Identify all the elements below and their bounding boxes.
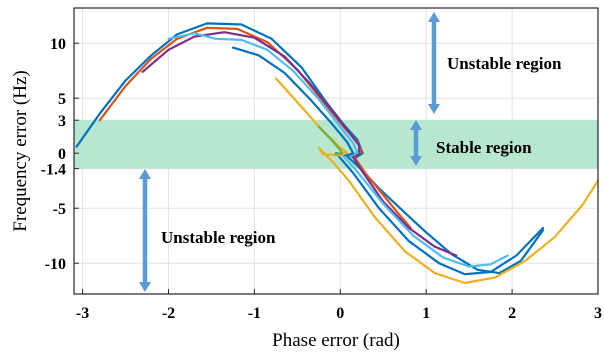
annotation-unstable-bottom: Unstable region xyxy=(161,228,276,247)
y-tick-label: 0 xyxy=(58,146,66,163)
x-tick-label: -1 xyxy=(248,305,261,322)
arrow-stable-head-down xyxy=(410,156,422,166)
series-line-2 xyxy=(98,26,412,230)
x-tick-label: 1 xyxy=(422,305,430,322)
arrow-unstable-top-head-down xyxy=(428,104,440,114)
series-line-3 xyxy=(141,31,458,257)
y-tick-label: -1.4 xyxy=(41,162,66,179)
x-axis-ticks: -3 -2 -1 0 1 2 3 xyxy=(76,289,602,322)
x-tick-label: 0 xyxy=(336,305,344,322)
x-tick-label: -2 xyxy=(162,305,175,322)
y-tick-label: -10 xyxy=(45,256,66,273)
region-arrows xyxy=(139,12,440,292)
series-line-7 xyxy=(317,125,344,156)
arrow-unstable-bottom-head-up xyxy=(139,169,151,179)
y-axis-label: Frequency error (Hz) xyxy=(10,70,31,231)
series-line-6 xyxy=(274,77,600,285)
plot-frame xyxy=(73,7,599,295)
x-tick-label: -3 xyxy=(76,305,89,322)
arrow-unstable-bottom-head-down xyxy=(139,282,151,292)
y-tick-label: 5 xyxy=(58,91,66,108)
x-tick-label: 3 xyxy=(594,305,602,322)
x-axis-label: Phase error (rad) xyxy=(272,330,400,351)
x-tick-label: 2 xyxy=(508,305,516,322)
annotation-stable: Stable region xyxy=(436,138,532,157)
y-tick-label: -5 xyxy=(53,201,66,218)
y-tick-label: 10 xyxy=(50,36,66,53)
arrow-unstable-top-head-up xyxy=(428,12,440,22)
arrow-stable-head-up xyxy=(410,120,422,130)
annotation-unstable-top: Unstable region xyxy=(447,54,562,73)
y-tick-label: 3 xyxy=(58,113,66,130)
series-line-4 xyxy=(167,32,509,268)
trajectory-series xyxy=(75,22,600,285)
y-axis-ticks: 10 5 3 0-1.4 -5 -10 xyxy=(41,36,79,273)
